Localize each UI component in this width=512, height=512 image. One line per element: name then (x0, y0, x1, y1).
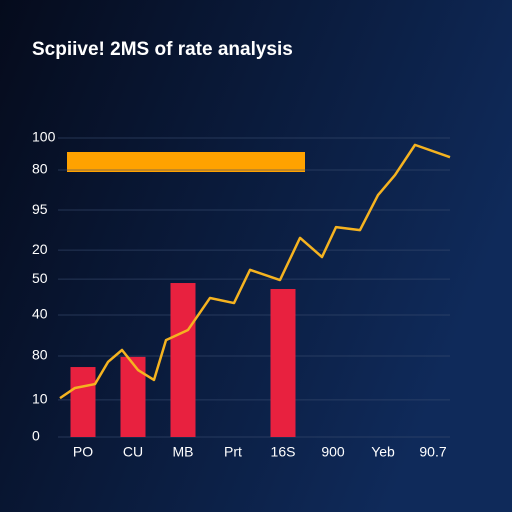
bar (170, 283, 196, 437)
y-tick-label: 50 (32, 270, 48, 286)
y-tick-label: 100 (32, 129, 56, 145)
x-tick-label: MB (173, 444, 194, 460)
y-tick-label: 20 (32, 241, 48, 257)
bar (270, 288, 296, 437)
x-tick-label: 90.7 (419, 444, 446, 460)
y-tick-label: 95 (32, 201, 48, 217)
y-tick-label: 10 (32, 391, 48, 407)
chart-title: Scpiive! 2MS of rate analysis (32, 39, 293, 60)
y-tick-label: 0 (32, 428, 40, 444)
x-tick-label: 16S (271, 444, 296, 460)
bar (70, 367, 96, 437)
line (59, 143, 451, 400)
x-tick-label: Prt (224, 444, 242, 460)
x-tick-label: CU (123, 444, 143, 460)
x-tick-label: 900 (321, 444, 345, 460)
y-tick-label: 80 (32, 347, 48, 363)
y-tick-label: 80 (32, 161, 48, 177)
x-tick-label: Yeb (371, 444, 395, 460)
highlight-band (67, 152, 305, 172)
x-tick-label: PO (73, 444, 93, 460)
y-tick-label: 40 (32, 306, 48, 322)
bar (120, 356, 146, 437)
